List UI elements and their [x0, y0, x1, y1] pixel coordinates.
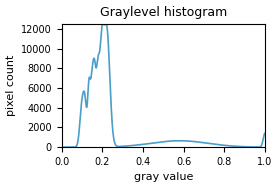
- Title: Graylevel histogram: Graylevel histogram: [100, 6, 227, 19]
- X-axis label: gray value: gray value: [133, 172, 193, 182]
- Y-axis label: pixel count: pixel count: [6, 55, 16, 116]
